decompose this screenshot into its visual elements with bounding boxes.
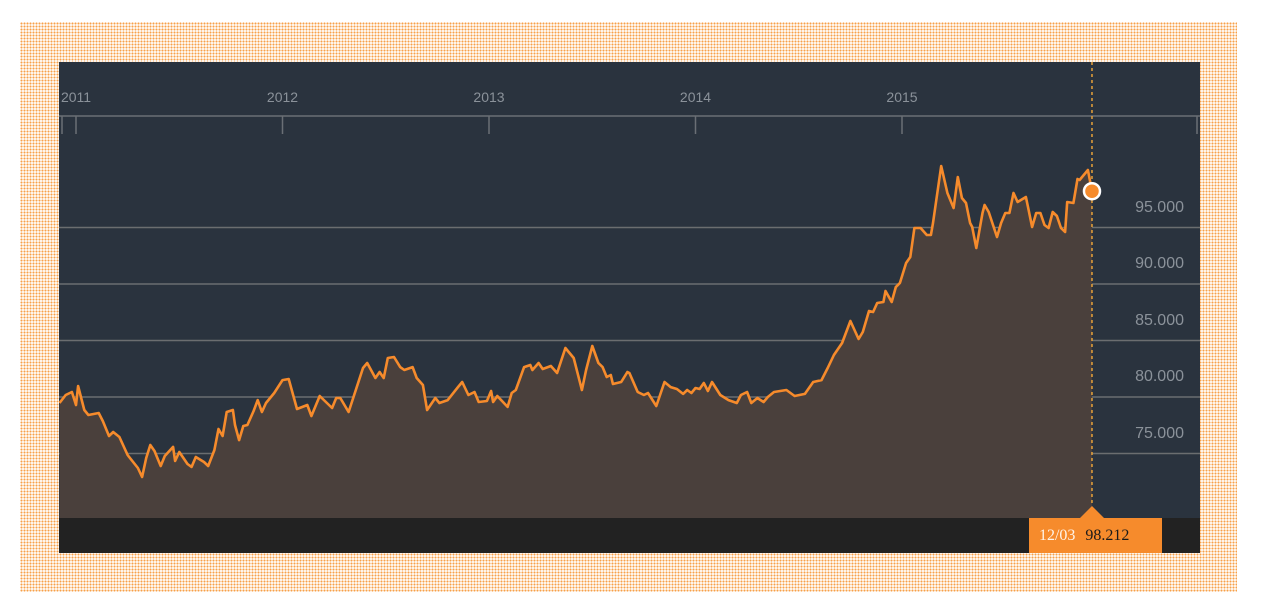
timeline-footer-bar: [59, 518, 1200, 553]
area-fill: [59, 166, 1092, 518]
x-tick-label-2015: 2015: [886, 89, 918, 105]
tooltip-date: 12/03: [1038, 526, 1076, 544]
value-tooltip: 12/03 98.212: [1028, 518, 1162, 553]
x-axis-ticks: [61, 116, 1198, 134]
chart-panel: 2011 2012 2013 2014 2015 75.000 80.000 8…: [59, 62, 1200, 553]
x-tick-label-2012: 2012: [266, 89, 299, 105]
y-tick-label-95: 95.000: [1135, 198, 1184, 216]
price-line: [59, 164, 1094, 479]
y-tick-label-90: 90.000: [1135, 255, 1184, 272]
y-tick-label-75: 75.000: [1135, 424, 1184, 442]
y-tick-label-85: 85.000: [1135, 311, 1184, 329]
y-tick-label-80: 80.000: [1135, 368, 1184, 385]
chart-plot-area: [59, 62, 1200, 518]
current-point-marker[interactable]: [1082, 181, 1102, 201]
tooltip-pointer: [1079, 506, 1104, 518]
tooltip-value: 98.212: [1085, 526, 1130, 544]
x-tick-label-2011: 2011: [60, 89, 92, 105]
x-tick-label-2013: 2013: [473, 89, 505, 105]
x-tick-label-2014: 2014: [679, 89, 712, 105]
